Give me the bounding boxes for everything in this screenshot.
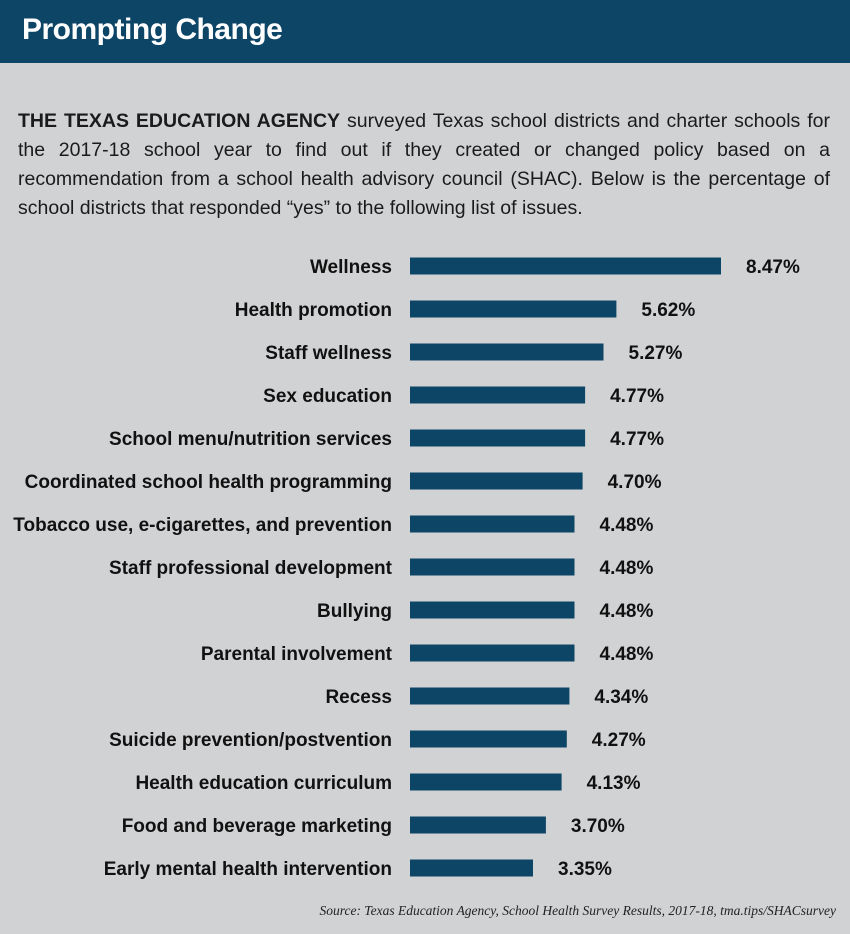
- value-label: 5.62%: [641, 300, 695, 321]
- value-label: 4.34%: [594, 687, 648, 708]
- value-label: 4.48%: [600, 601, 654, 622]
- category-label: Health promotion: [235, 300, 392, 321]
- bar: [410, 300, 617, 318]
- category-label: School menu/nutrition services: [109, 429, 392, 450]
- category-label: Coordinated school health programming: [25, 472, 392, 493]
- bar: [410, 472, 583, 490]
- category-label: Bullying: [317, 601, 392, 622]
- intro-paragraph: THE TEXAS EDUCATION AGENCY surveyed Texa…: [18, 107, 830, 223]
- category-label: Staff wellness: [265, 343, 392, 364]
- value-label: 4.48%: [600, 558, 654, 579]
- value-label: 8.47%: [746, 257, 800, 278]
- bar: [410, 687, 570, 705]
- category-label: Health education curriculum: [135, 773, 392, 794]
- category-label: Staff professional development: [109, 558, 393, 579]
- category-label: Recess: [325, 687, 392, 708]
- intro-body: surveyed Texas school districts and char…: [18, 110, 830, 219]
- value-label: 4.70%: [608, 472, 662, 493]
- bar: [410, 429, 586, 447]
- category-label: Sex education: [263, 386, 392, 407]
- bar: [410, 515, 575, 533]
- category-label: Wellness: [310, 257, 392, 278]
- bar: [410, 773, 562, 791]
- bar: [410, 730, 567, 748]
- value-label: 4.27%: [592, 730, 646, 751]
- header-bar: Prompting Change: [0, 0, 850, 63]
- bar: [410, 816, 546, 834]
- category-label: Suicide prevention/postvention: [109, 730, 392, 751]
- value-label: 4.77%: [610, 386, 664, 407]
- category-label: Parental involvement: [201, 644, 393, 665]
- category-label: Tobacco use, e-cigarettes, and preventio…: [13, 515, 392, 536]
- value-label: 3.70%: [571, 816, 625, 837]
- value-label: 4.48%: [600, 644, 654, 665]
- bar: [410, 644, 575, 662]
- bar-chart: Wellness 8.47% Health promotion 5.62% Staff …: [0, 246, 850, 901]
- category-label: Early mental health intervention: [104, 859, 392, 880]
- value-label: 3.35%: [558, 859, 612, 880]
- bar: [410, 558, 575, 576]
- bar: [410, 386, 586, 404]
- value-label: 5.27%: [629, 343, 683, 364]
- page-title: Prompting Change: [22, 13, 283, 46]
- bar: [410, 343, 604, 361]
- bar: [410, 257, 721, 275]
- category-label: Food and beverage marketing: [122, 816, 392, 837]
- value-label: 4.48%: [600, 515, 654, 536]
- value-label: 4.77%: [610, 429, 664, 450]
- value-label: 4.13%: [587, 773, 641, 794]
- bar-chart-svg: Wellness 8.47% Health promotion 5.62% Staff …: [13, 257, 800, 880]
- bar: [410, 601, 575, 619]
- source-note: Source: Texas Education Agency, School H…: [319, 903, 836, 918]
- intro-lead: THE TEXAS EDUCATION AGENCY: [18, 110, 341, 132]
- bar: [410, 859, 533, 877]
